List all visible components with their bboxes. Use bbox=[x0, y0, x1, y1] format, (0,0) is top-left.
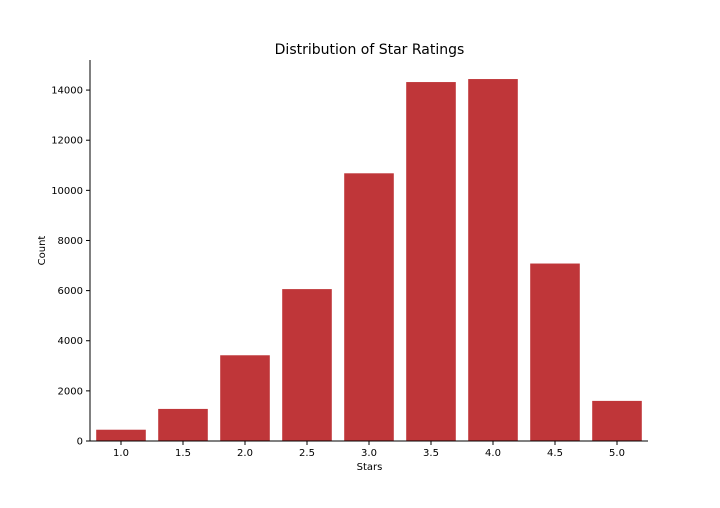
x-axis-label: Stars bbox=[357, 462, 383, 473]
y-tick-label: 14000 bbox=[51, 86, 83, 97]
x-tick-label: 3.0 bbox=[361, 448, 377, 459]
x-axis: 1.0 1.5 2.0 2.5 3.0 3.5 4.0 4.5 5.0 bbox=[90, 440, 648, 459]
y-tick-label: 2000 bbox=[58, 386, 83, 397]
x-tick-label: 2.5 bbox=[299, 448, 315, 459]
x-tick-label: 5.0 bbox=[609, 448, 625, 459]
bar-2.5 bbox=[282, 289, 332, 441]
x-tick-label: 3.5 bbox=[423, 448, 439, 459]
y-axis-label: Count bbox=[37, 236, 48, 266]
y-tick-label: 12000 bbox=[51, 136, 83, 147]
y-axis: 0 2000 4000 6000 8000 10000 12000 14000 bbox=[51, 60, 91, 448]
x-tick-label: 1.0 bbox=[113, 448, 129, 459]
bar-1.0 bbox=[96, 429, 146, 441]
bar-4.5 bbox=[530, 263, 580, 441]
x-tick-label: 2.0 bbox=[237, 448, 253, 459]
x-tick-label: 4.5 bbox=[547, 448, 563, 459]
x-tick-label: 4.0 bbox=[485, 448, 501, 459]
bar-2.0 bbox=[220, 355, 270, 441]
bar-4.0 bbox=[468, 79, 518, 442]
bar-5.0 bbox=[592, 400, 642, 441]
bar-3.0 bbox=[344, 173, 394, 442]
x-tick-label: 1.5 bbox=[175, 448, 191, 459]
y-tick-label: 6000 bbox=[58, 286, 83, 297]
chart-title: Distribution of Star Ratings bbox=[275, 42, 465, 58]
bar-1.5 bbox=[158, 408, 208, 441]
bar-3.5 bbox=[406, 82, 456, 441]
bars-layer bbox=[96, 79, 642, 442]
y-tick-label: 4000 bbox=[58, 336, 83, 347]
y-tick-label: 10000 bbox=[51, 186, 83, 197]
y-tick-label: 8000 bbox=[58, 236, 83, 247]
y-tick-label: 0 bbox=[77, 437, 83, 448]
